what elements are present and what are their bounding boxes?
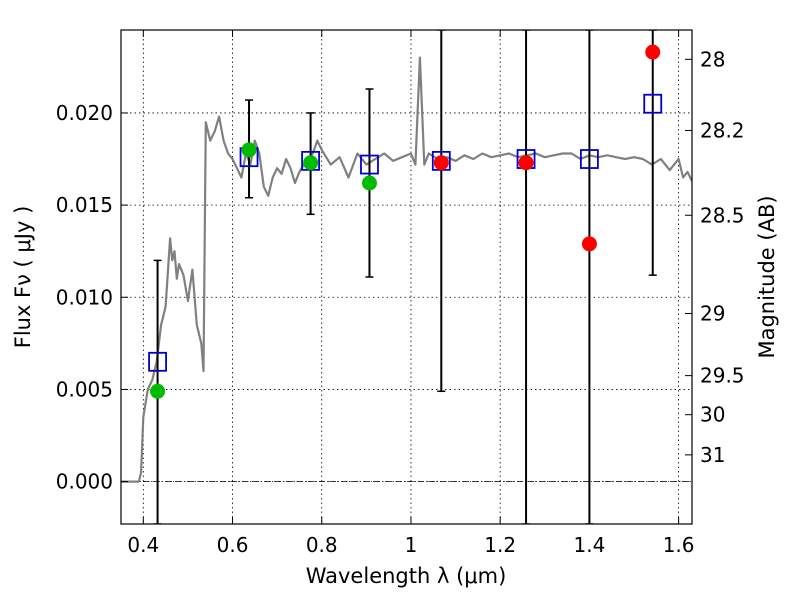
x-tick-label: 0.4 xyxy=(127,533,159,557)
right-tick-label: 29 xyxy=(700,301,725,325)
right-tick-label: 28.2 xyxy=(700,118,745,142)
spectrum-layer xyxy=(121,56,692,483)
y-axis-label: Flux Fν ( μJy ) xyxy=(11,206,35,349)
errorbar-layer xyxy=(153,30,657,524)
right-tick-label: 28 xyxy=(700,47,725,71)
y-tick-label: 0.000 xyxy=(56,470,113,494)
detection-point xyxy=(150,383,166,399)
detection-point xyxy=(241,142,257,158)
x-tick-label: 1.4 xyxy=(573,533,605,557)
plot-frame xyxy=(120,29,693,525)
detection-point xyxy=(303,155,319,171)
red-point xyxy=(518,155,534,171)
red-point xyxy=(581,236,597,252)
model-point xyxy=(148,351,167,372)
x-axis-ticks: 0.4 0.6 0.8 1 1.2 1.4 1.6 xyxy=(127,30,695,557)
right-tick-label: 28.5 xyxy=(700,203,745,227)
y-tick-label: 0.020 xyxy=(56,101,113,125)
model-point xyxy=(643,93,663,114)
detection-point xyxy=(361,175,377,191)
y-axis-ticks: 0.000 0.005 0.010 0.015 0.020 xyxy=(56,101,128,494)
right-axis-ticks: 28 28.2 28.5 29 29.5 30 31 xyxy=(685,47,745,467)
marker-layer xyxy=(148,44,663,399)
y-tick-label: 0.005 xyxy=(56,377,113,401)
x-tick-label: 0.6 xyxy=(217,533,249,557)
red-point xyxy=(433,155,449,171)
model-point xyxy=(579,149,599,169)
right-tick-label: 29.5 xyxy=(700,364,745,388)
x-tick-label: 0.8 xyxy=(306,533,338,557)
right-axis-label: Magnitude (AB) xyxy=(755,195,779,358)
right-tick-label: 30 xyxy=(700,403,725,427)
x-tick-label: 1.2 xyxy=(484,533,516,557)
x-axis-label: Wavelength λ (μm) xyxy=(306,564,507,588)
y-tick-label: 0.015 xyxy=(56,193,113,217)
model-point xyxy=(360,154,379,175)
right-tick-label: 31 xyxy=(700,443,725,467)
y-tick-label: 0.010 xyxy=(56,285,113,309)
x-tick-label: 1.6 xyxy=(663,533,695,557)
spectrum-line xyxy=(121,56,692,483)
red-point xyxy=(645,44,661,60)
x-tick-label: 1 xyxy=(405,533,418,557)
grid-layer xyxy=(121,30,692,524)
